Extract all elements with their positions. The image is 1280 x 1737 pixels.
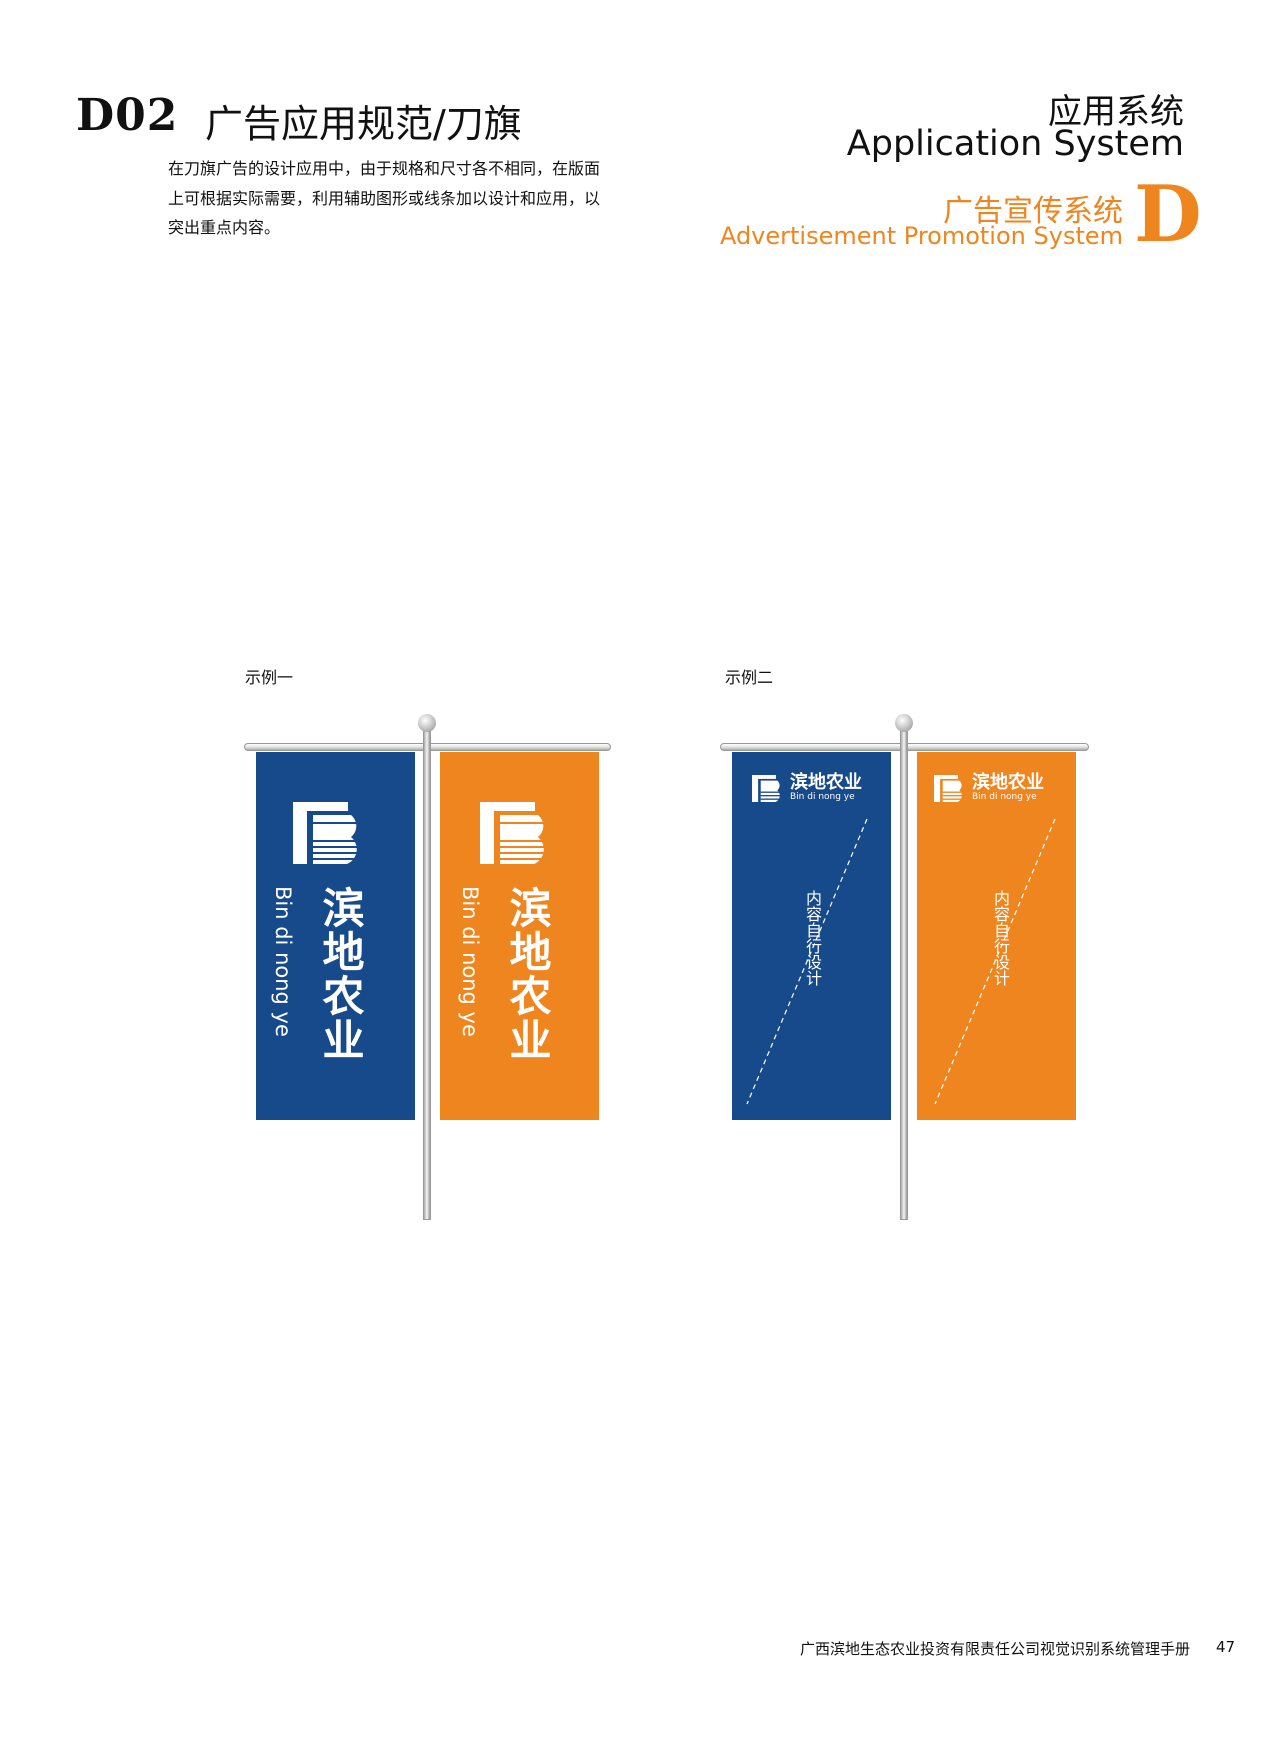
- subsystem-title-cn: 广告宣传系统: [943, 194, 1123, 229]
- system-title-en: Application System: [846, 124, 1184, 164]
- orange-flag: 滨地农业 Bin di nong ye: [440, 752, 599, 1120]
- brand-name-cn: 滨地农业: [972, 772, 1044, 793]
- brand-name-cn: 滨地农业: [503, 886, 552, 1062]
- content-placeholder: 内容自行设计: [803, 890, 822, 986]
- dashed-diagonal-line: [934, 818, 1056, 1105]
- brand-name-cn: 滨地农业: [790, 772, 862, 793]
- description-line: 上可根据实际需要，利用辅助图形或线条加以设计和应用，以: [168, 188, 601, 208]
- brand-logo-icon: [934, 774, 968, 802]
- orange-flag: 滨地农业 Bin di nong ye 内容自行设计: [917, 752, 1076, 1120]
- pole-finial: [418, 714, 436, 732]
- brand-logo-icon: [752, 774, 786, 802]
- section-code: D02: [76, 90, 179, 141]
- description: 在刀旗广告的设计应用中，由于规格和尺寸各不相同，在版面 上可根据实际需要，利用辅…: [168, 154, 688, 243]
- brand-logo-icon: [480, 802, 558, 864]
- brand-name-en: Bin di nong ye: [271, 886, 295, 1037]
- brand-name-cn: 滨地农业: [316, 886, 365, 1062]
- description-line: 突出重点内容。: [168, 218, 281, 237]
- blue-flag: 滨地农业 Bin di nong ye: [256, 752, 415, 1120]
- brand-lockup: 滨地农业 Bin di nong ye: [934, 774, 1044, 803]
- blue-flag: 滨地农业 Bin di nong ye 内容自行设计: [732, 752, 891, 1120]
- description-line: 在刀旗广告的设计应用中，由于规格和尺寸各不相同，在版面: [168, 159, 601, 178]
- brand-logo-icon: [293, 802, 371, 864]
- page-title: 广告应用规范/刀旗: [205, 102, 522, 146]
- section-letter: D: [1134, 169, 1202, 260]
- system-title-cn: 应用系统: [1048, 92, 1184, 132]
- page-number: 47: [1216, 1638, 1236, 1656]
- dashed-diagonal-line: [746, 818, 868, 1105]
- flag-pole: [423, 728, 431, 1220]
- example-2-label: 示例二: [725, 668, 774, 687]
- brand-lockup: 滨地农业 Bin di nong ye: [752, 774, 862, 803]
- footer-text: 广西滨地生态农业投资有限责任公司视觉识别系统管理手册: [799, 1640, 1190, 1658]
- example-1-label: 示例一: [245, 668, 294, 687]
- brand-name-en: Bin di nong ye: [790, 792, 855, 802]
- brand-name-en: Bin di nong ye: [458, 886, 482, 1037]
- brand-name-en: Bin di nong ye: [972, 792, 1037, 802]
- pole-finial: [895, 714, 913, 732]
- content-placeholder: 内容自行设计: [991, 890, 1010, 986]
- flag-pole: [900, 728, 908, 1220]
- subsystem-title-en: Advertisement Promotion System: [719, 222, 1123, 250]
